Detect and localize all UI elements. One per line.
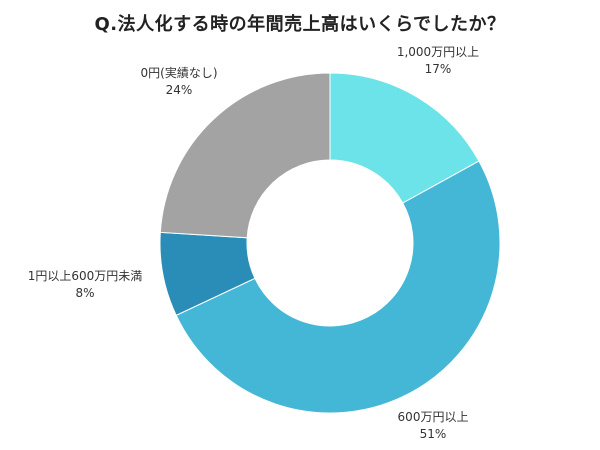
slice-label-0en-jisseki-nashi: 0円(実績なし) 24% bbox=[124, 65, 234, 99]
chart-title: Q.法人化する時の年間売上高はいくらでしたか？ bbox=[94, 14, 506, 35]
donut-slice-0 bbox=[329, 72, 480, 204]
slice-label-600man-ijou: 600万円以上 51% bbox=[378, 409, 488, 443]
slice-category: 1円以上600万円未満 bbox=[27, 269, 143, 283]
slice-label-1en-600man-miman: 1円以上600万円未満 8% bbox=[10, 268, 160, 302]
donut-slice-3 bbox=[159, 72, 331, 239]
slice-percent: 17% bbox=[424, 62, 452, 76]
donut-slice-1 bbox=[175, 160, 501, 414]
slice-category: 1,000万円以上 bbox=[396, 45, 480, 59]
slice-percent: 8% bbox=[75, 286, 95, 300]
slice-percent: 51% bbox=[419, 427, 447, 441]
slice-label-1000man-ijou: 1,000万円以上 17% bbox=[388, 44, 488, 78]
slice-category: 0円(実績なし) bbox=[140, 66, 218, 80]
slice-percent: 24% bbox=[165, 83, 193, 97]
slice-category: 600万円以上 bbox=[397, 410, 469, 424]
